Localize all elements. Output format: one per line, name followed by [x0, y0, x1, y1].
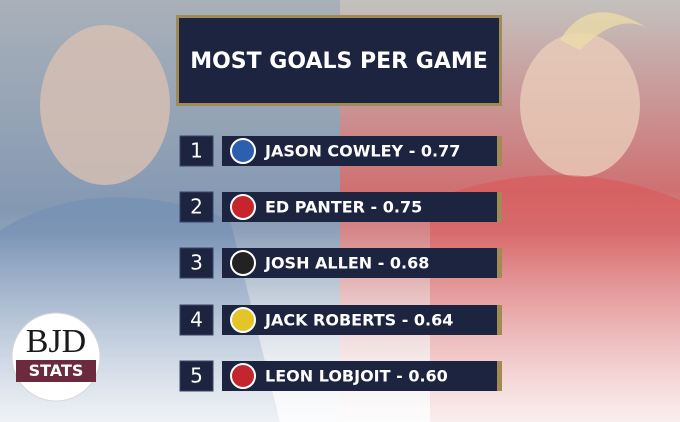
leaderboard: 1 JASON COWLEY - 0.77 2 ED PANTER - 0.75 3 JO… — [179, 135, 502, 392]
row: 5 LEON LOBJOIT - 0.60 — [179, 360, 502, 392]
title-box: MOST GOALS PER GAME — [176, 15, 502, 106]
name-box — [222, 136, 500, 166]
name-box — [222, 361, 500, 391]
row: 3 JOSH ALLEN - 0.68 — [179, 247, 502, 279]
rank-box — [179, 191, 214, 223]
rank: 2 — [190, 195, 203, 219]
rank-box — [179, 304, 214, 336]
club-badge — [230, 194, 256, 220]
accent — [497, 305, 502, 335]
club-badge — [230, 138, 256, 164]
accent — [497, 361, 502, 391]
name-box — [222, 248, 500, 278]
rank: 1 — [190, 139, 203, 163]
rank-box — [179, 247, 214, 279]
player: LEON LOBJOIT - 0.60 — [265, 367, 448, 386]
club-badge — [230, 307, 256, 333]
club-badge — [230, 363, 256, 389]
player: JACK ROBERTS - 0.64 — [264, 311, 453, 330]
player: JASON COWLEY - 0.77 — [264, 142, 460, 161]
rank-box — [179, 360, 214, 392]
row: 4 JACK ROBERTS - 0.64 — [179, 304, 502, 336]
name-box — [222, 192, 500, 222]
player: ED PANTER - 0.75 — [265, 198, 422, 217]
rank: 5 — [190, 364, 203, 388]
row: 1 JASON COWLEY - 0.77 — [179, 135, 502, 167]
logo: BJD STATS — [11, 312, 101, 402]
name-box — [222, 305, 500, 335]
club-badge — [230, 250, 256, 276]
rank: 3 — [190, 251, 203, 275]
accent — [497, 192, 502, 222]
rank-box — [179, 135, 214, 167]
accent — [497, 248, 502, 278]
title: MOST GOALS PER GAME — [190, 49, 488, 74]
rank: 4 — [190, 308, 203, 332]
row: 2 ED PANTER - 0.75 — [179, 191, 502, 223]
accent — [497, 136, 502, 166]
logo-top: BJD — [26, 323, 86, 360]
logo-bottom: STATS — [29, 361, 84, 380]
player: JOSH ALLEN - 0.68 — [264, 254, 429, 273]
